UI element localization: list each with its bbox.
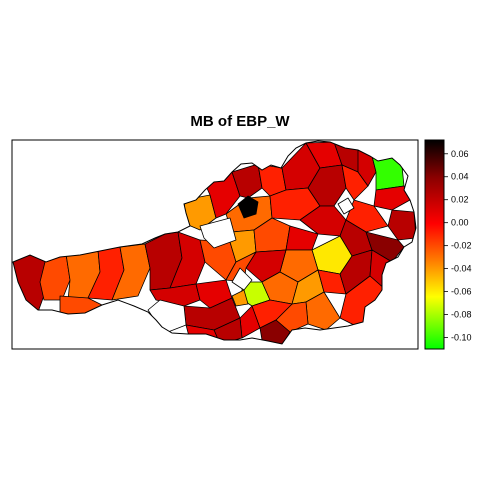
color-legend: 0.06 0.04 0.02 0.00 -0.02 -0.04 -0.06 -0.08 -0.1… bbox=[424, 139, 472, 350]
legend-tick-label: 0.04 bbox=[451, 172, 469, 182]
legend-tick-label: 0.00 bbox=[451, 218, 469, 228]
district-region bbox=[237, 195, 259, 219]
district-region bbox=[341, 164, 369, 201]
legend-tick-label: 0.02 bbox=[451, 195, 469, 205]
district-region bbox=[387, 209, 416, 241]
legend-color-bar bbox=[424, 139, 445, 350]
plot-frame bbox=[11, 139, 419, 350]
legend-ticks: 0.06 0.04 0.02 0.00 -0.02 -0.04 -0.06 -0.08 -0.1… bbox=[444, 149, 472, 343]
district-region bbox=[231, 163, 263, 199]
no-data-region bbox=[231, 267, 253, 291]
legend-tick-label: -0.06 bbox=[451, 287, 472, 297]
no-data-region bbox=[147, 299, 187, 333]
district-region bbox=[373, 185, 411, 211]
legend-tick-label: -0.08 bbox=[451, 310, 472, 320]
district-region bbox=[371, 155, 405, 191]
legend-tick-label: -0.10 bbox=[451, 333, 472, 343]
austria-map bbox=[12, 140, 417, 345]
vienna-region bbox=[337, 197, 355, 215]
legend-tick-label: -0.02 bbox=[451, 241, 472, 251]
legend-tick-label: -0.04 bbox=[451, 264, 472, 274]
chart-title: MB of EBP_W bbox=[190, 113, 290, 130]
district-region bbox=[231, 289, 249, 307]
no-data-region bbox=[199, 217, 237, 249]
district-region bbox=[345, 199, 389, 233]
district-region bbox=[365, 231, 405, 263]
legend-tick-label: 0.06 bbox=[451, 149, 469, 159]
district-regions bbox=[13, 141, 416, 344]
